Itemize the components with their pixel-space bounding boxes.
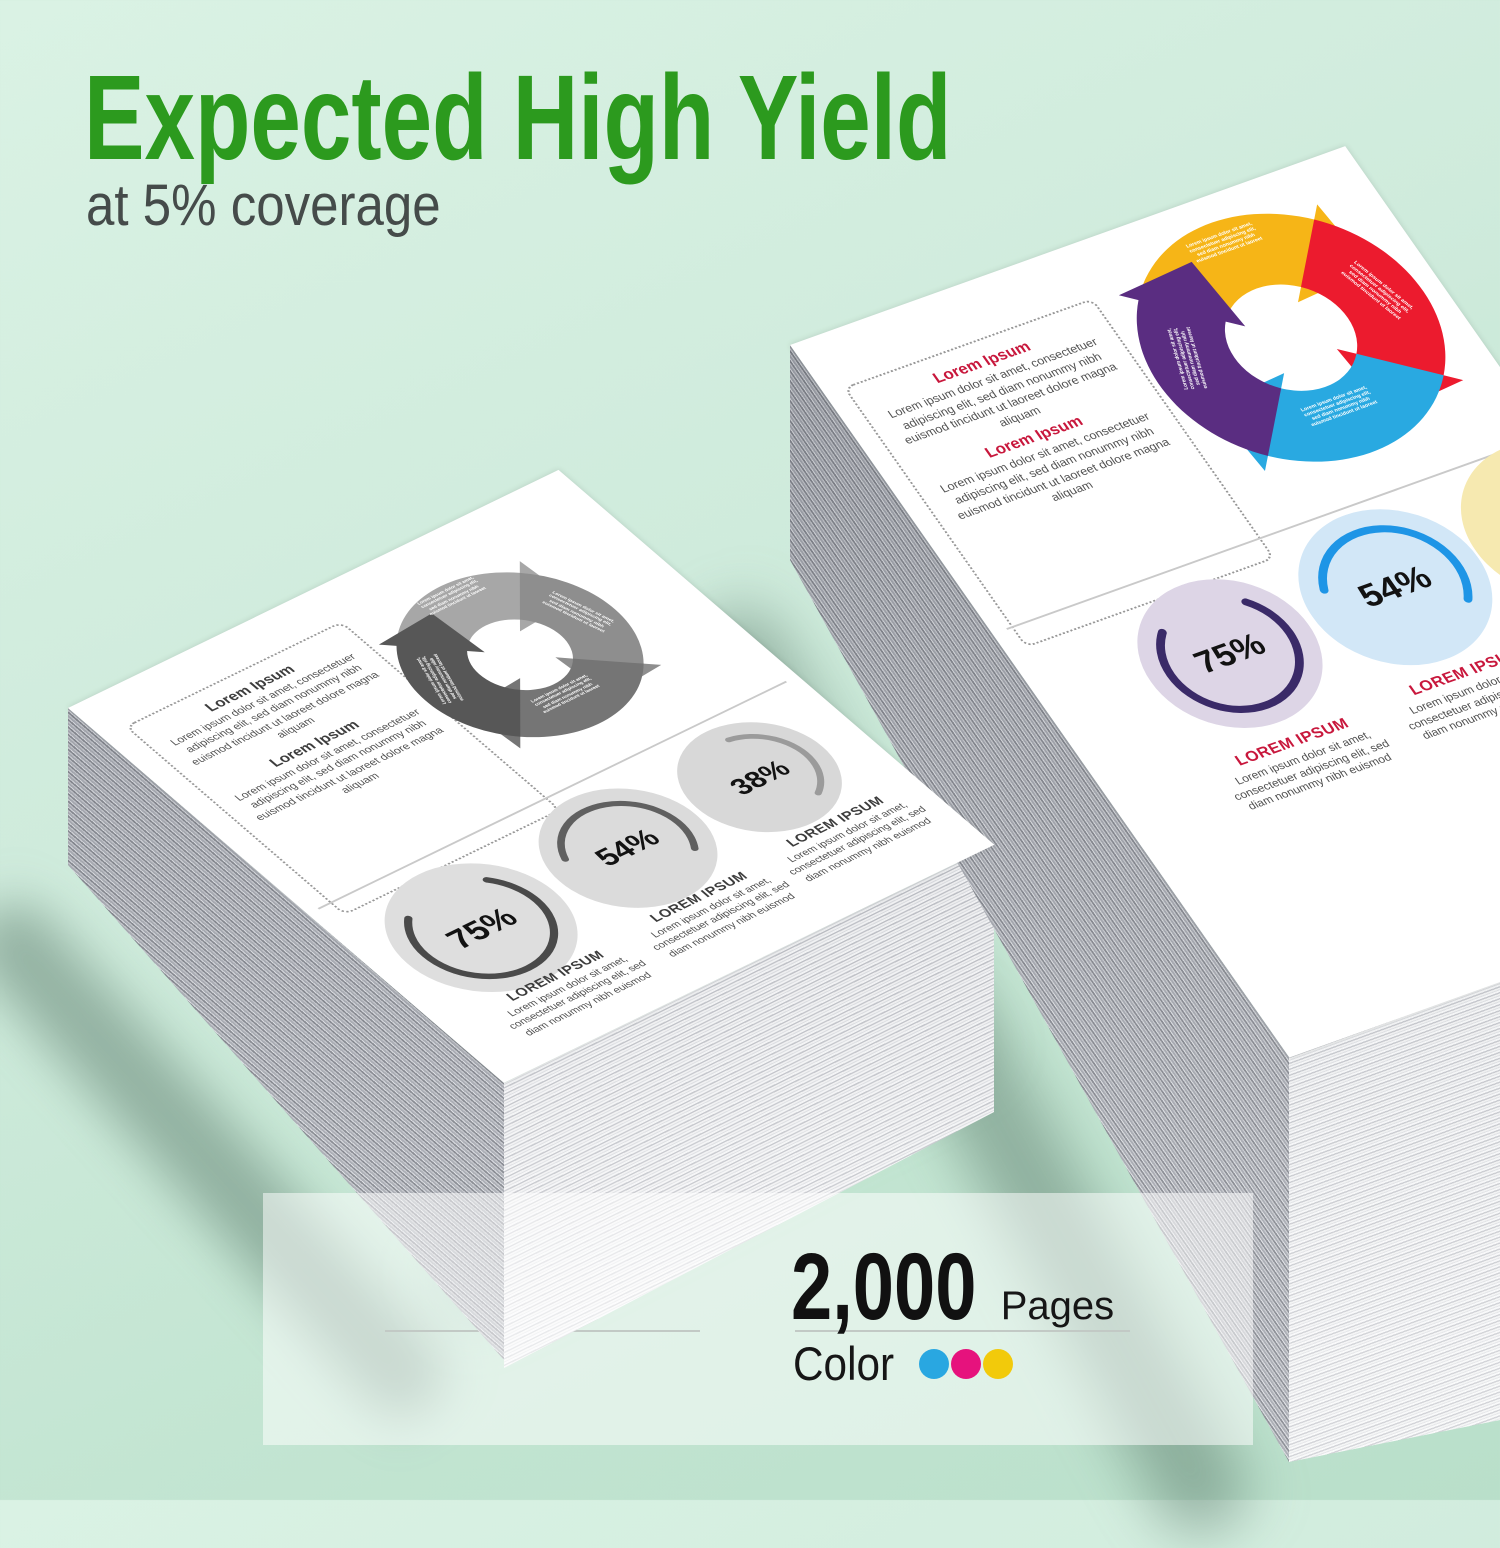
- stat-ring-54: [538, 788, 718, 908]
- page-title: Expected High Yield: [84, 49, 1241, 185]
- yield-info-panel: [263, 1193, 1253, 1445]
- page-subtitle-text: at 5% coverage: [86, 173, 441, 238]
- page-subtitle: at 5% coverage: [86, 173, 489, 238]
- pages-count-value: 2,000: [791, 1234, 977, 1340]
- cyan-ink-dot-icon: [919, 1348, 950, 1379]
- ink-color-row: Color: [793, 1337, 1014, 1390]
- yellow-ink-dot-icon: [983, 1348, 1014, 1379]
- document-page-color: Lorem Ipsum Lorem ipsum dolor sit amet, …: [790, 146, 1500, 1058]
- magenta-ink-dot-icon: [951, 1348, 982, 1379]
- cycle-diagram-grayscale: [378, 561, 662, 749]
- paper-stack-side-front: [1289, 981, 1500, 1462]
- stat-ring-75: [1137, 579, 1323, 729]
- document-page-grayscale: Lorem Ipsum Lorem ipsum dolor sit amet, …: [68, 469, 995, 1083]
- page-title-text: Expected High Yield: [84, 49, 952, 185]
- stat-ring-38: [677, 722, 842, 833]
- stat-ring-54: [1298, 509, 1493, 666]
- stat-ring-75: [384, 863, 578, 993]
- cycle-diagram-color: [1118, 204, 1464, 472]
- ink-color-label: Color: [793, 1337, 895, 1390]
- pages-count-label: Pages: [1000, 1284, 1115, 1328]
- pages-count-row: 2,000 Pages: [791, 1240, 1114, 1335]
